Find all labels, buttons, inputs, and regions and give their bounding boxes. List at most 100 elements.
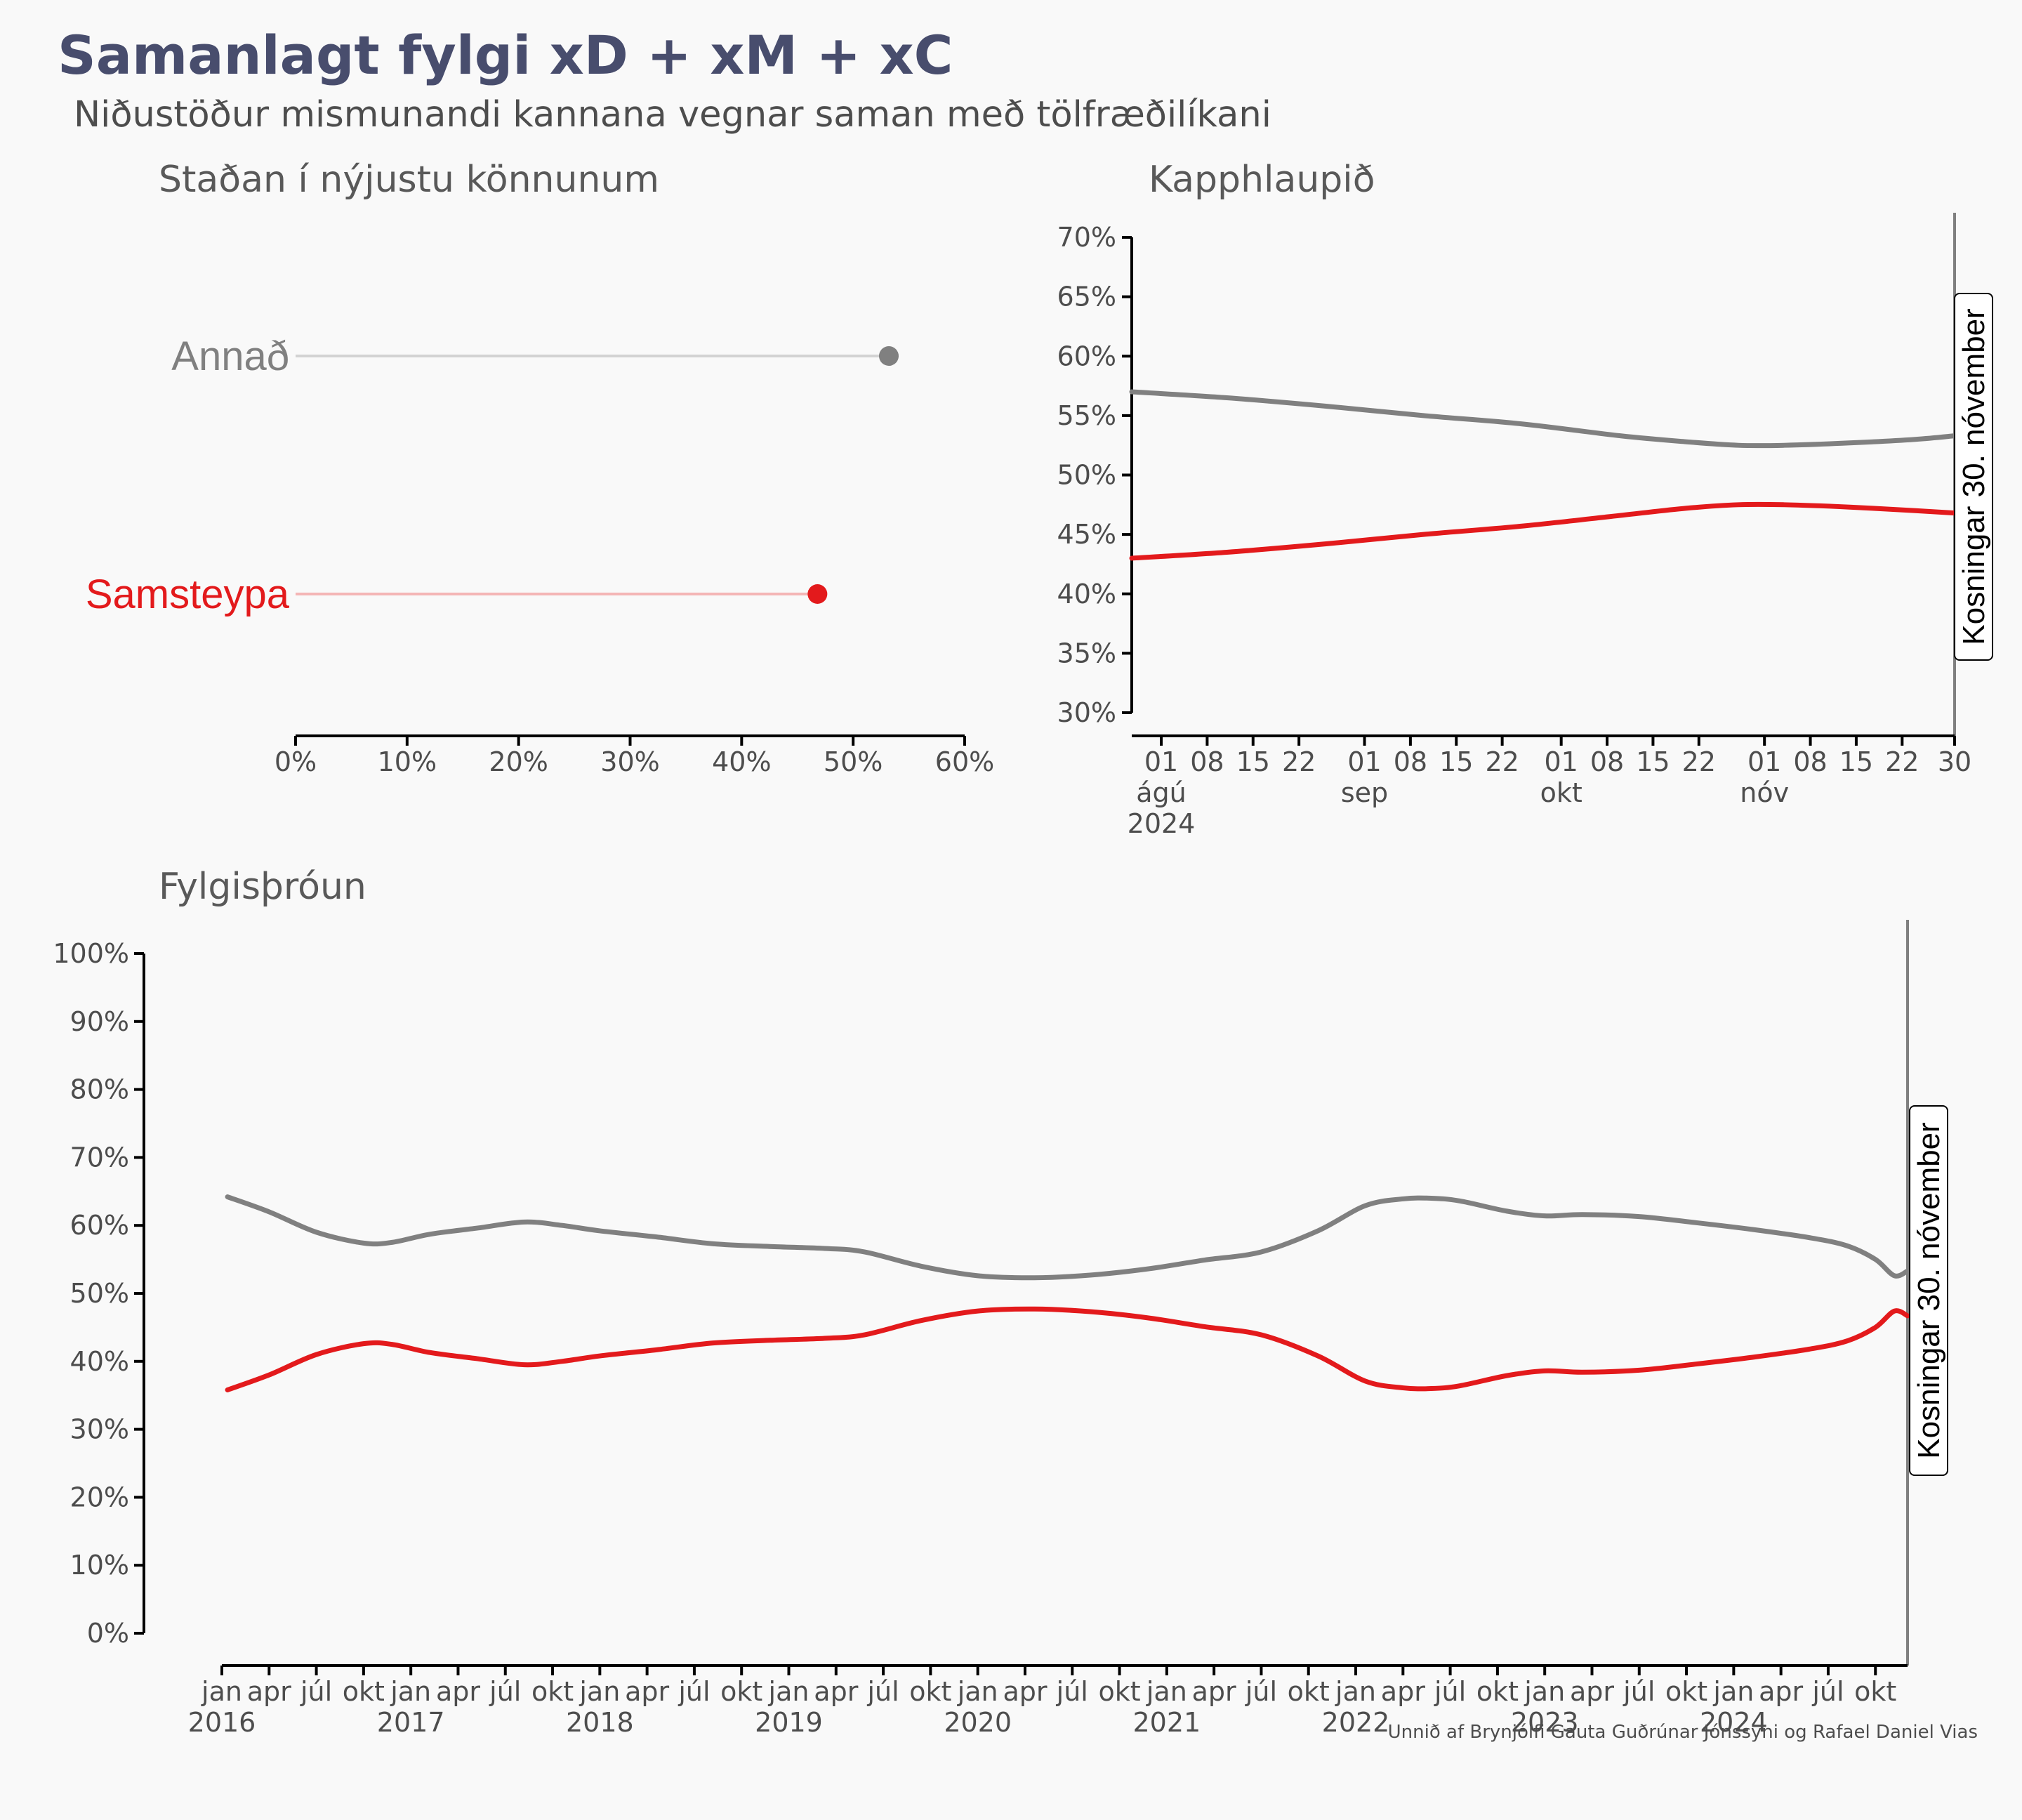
race-y-tick-label: 65%	[1057, 282, 1116, 312]
race-election-text: Kosningar 30. nóvember	[1957, 308, 1991, 645]
race-x-tick-label: 08	[1190, 746, 1224, 777]
trend-x-year-label: 2016	[188, 1707, 256, 1738]
trend-x-year-label: 2019	[755, 1707, 823, 1738]
race-x-month-label: okt	[1540, 777, 1582, 808]
trend-x-tick-label: okt	[531, 1676, 574, 1707]
chart-subtitle: Niðustöður mismunandi kannana vegnar sam…	[74, 94, 1271, 136]
trend-x-tick-label: okt	[720, 1676, 762, 1707]
caption: Unnið af Brynjólfi Gauta Guðrúnar Jónssy…	[1388, 1722, 1978, 1743]
trend-x-tick-label: júl	[866, 1676, 899, 1707]
race-panel: Kapphlaupið 70% 65% 60% 55% 50% 45% 40% 35% 30% 0…	[1057, 159, 1993, 839]
race-x-month-label: ágú	[1136, 777, 1187, 808]
trend-series-annad	[225, 1194, 1910, 1281]
trend-x-tick-label: jan	[1146, 1676, 1187, 1707]
chart-title: Samanlagt fylgi xD + xM + xC	[58, 24, 953, 86]
status-x-tick-label: 0%	[275, 746, 317, 777]
race-y-tick-label: 45%	[1057, 519, 1116, 550]
race-x-month-label: sep	[1341, 777, 1388, 808]
race-x-tick-label: 15	[1636, 746, 1670, 777]
race-y-tick-label: 70%	[1057, 222, 1116, 253]
status-x-tick-label: 40%	[712, 746, 771, 777]
trend-y-tick-label: 10%	[70, 1550, 129, 1581]
trend-x-tick-label: apr	[1570, 1676, 1614, 1707]
trend-x-tick-label: júl	[1811, 1676, 1844, 1707]
trend-x-year-label: 2018	[566, 1707, 634, 1738]
trend-x-year-label: 2022	[1322, 1707, 1390, 1738]
race-y-tick-label: 35%	[1057, 638, 1116, 668]
trend-election-text: Kosningar 30. nóvember	[1912, 1122, 1946, 1458]
trend-y-tick-label: 90%	[70, 1006, 129, 1037]
race-series-annad	[1129, 389, 1957, 449]
status-samsteypa-dot	[807, 584, 828, 604]
trend-x-tick-label: apr	[1759, 1676, 1803, 1707]
trend-x-tick-label: okt	[343, 1676, 385, 1707]
trend-x-tick-label: júl	[1434, 1676, 1466, 1707]
race-x-tick-label: 08	[1793, 746, 1827, 777]
trend-y-tick-label: 20%	[70, 1482, 129, 1512]
race-x-tick-label: 08	[1590, 746, 1624, 777]
trend-x-tick-label: apr	[625, 1676, 669, 1707]
race-panel-title: Kapphlaupið	[1149, 159, 1375, 201]
trend-x-tick-label: jan	[957, 1676, 998, 1707]
trend-x-tick-label: jan	[201, 1676, 242, 1707]
trend-panel-title: Fylgisþróun	[159, 866, 366, 908]
trend-x-tick-label: júl	[300, 1676, 332, 1707]
status-panel: Staðan í nýjustu könnunum Annað Samsteypa…	[86, 159, 994, 777]
trend-y-tick-label: 40%	[70, 1346, 129, 1377]
trend-y-tick-label: 30%	[70, 1414, 129, 1445]
status-x-tick-label: 20%	[489, 746, 548, 777]
trend-x-tick-label: jan	[1335, 1676, 1376, 1707]
race-x-tick-label: 30	[1938, 746, 1971, 777]
trend-x-tick-label: apr	[814, 1676, 858, 1707]
race-x-tick-label: 01	[1747, 746, 1781, 777]
race-y-tick-label: 30%	[1057, 697, 1116, 728]
race-election-label: Kosningar 30. nóvember	[1954, 293, 1993, 661]
trend-x-tick-label: okt	[1288, 1676, 1330, 1707]
trend-y-tick-label: 70%	[70, 1142, 129, 1173]
race-x-tick-label: 08	[1394, 746, 1427, 777]
race-x-tick-label: 01	[1347, 746, 1381, 777]
race-x-tick-label: 22	[1682, 746, 1716, 777]
race-y-tick-label: 50%	[1057, 460, 1116, 491]
status-annad-dot	[878, 346, 899, 366]
trend-x-year-label: 2021	[1132, 1707, 1201, 1738]
trend-x-tick-label: okt	[909, 1676, 951, 1707]
status-samsteypa-label: Samsteypa	[86, 572, 290, 617]
race-x-month-label: nóv	[1740, 777, 1789, 808]
race-series-samsteypa	[1129, 501, 1957, 561]
race-x-tick-label: 15	[1839, 746, 1873, 777]
trend-x-tick-label: jan	[768, 1676, 810, 1707]
race-x-tick-label: 15	[1236, 746, 1270, 777]
trend-x-tick-label: okt	[1665, 1676, 1707, 1707]
trend-x-year-label: 2020	[944, 1707, 1012, 1738]
trend-x-tick-label: apr	[247, 1676, 291, 1707]
trend-x-tick-label: júl	[1623, 1676, 1655, 1707]
race-x-tick-label: 01	[1144, 746, 1178, 777]
race-y-tick-label: 60%	[1057, 341, 1116, 371]
race-x-tick-label: 15	[1439, 746, 1473, 777]
trend-x-tick-label: okt	[1854, 1676, 1896, 1707]
trend-y-tick-label: 50%	[70, 1278, 129, 1309]
status-x-tick-label: 50%	[824, 746, 883, 777]
trend-x-tick-label: jan	[579, 1676, 620, 1707]
trend-x-tick-label: júl	[489, 1676, 521, 1707]
trend-x-tick-label: jan	[1712, 1676, 1754, 1707]
race-x-year-label: 2024	[1128, 808, 1196, 839]
trend-x-tick-label: okt	[1476, 1676, 1519, 1707]
trend-x-tick-label: apr	[1192, 1676, 1236, 1707]
trend-y-tick-label: 60%	[70, 1210, 129, 1241]
trend-x-tick-label: júl	[678, 1676, 710, 1707]
race-x-tick-label: 22	[1282, 746, 1316, 777]
trend-x-tick-label: júl	[1056, 1676, 1088, 1707]
status-x-tick-label: 60%	[935, 746, 994, 777]
trend-x-tick-label: apr	[436, 1676, 480, 1707]
trend-y-tick-label: 100%	[53, 938, 129, 969]
race-y-tick-label: 55%	[1057, 400, 1116, 431]
trend-series-samsteypa	[225, 1306, 1910, 1392]
trend-y-tick-label: 0%	[87, 1618, 129, 1649]
race-y-tick-label: 40%	[1057, 579, 1116, 609]
status-panel-title: Staðan í nýjustu könnunum	[159, 159, 659, 201]
trend-x-tick-label: júl	[1245, 1676, 1277, 1707]
race-x-tick-label: 01	[1545, 746, 1578, 777]
